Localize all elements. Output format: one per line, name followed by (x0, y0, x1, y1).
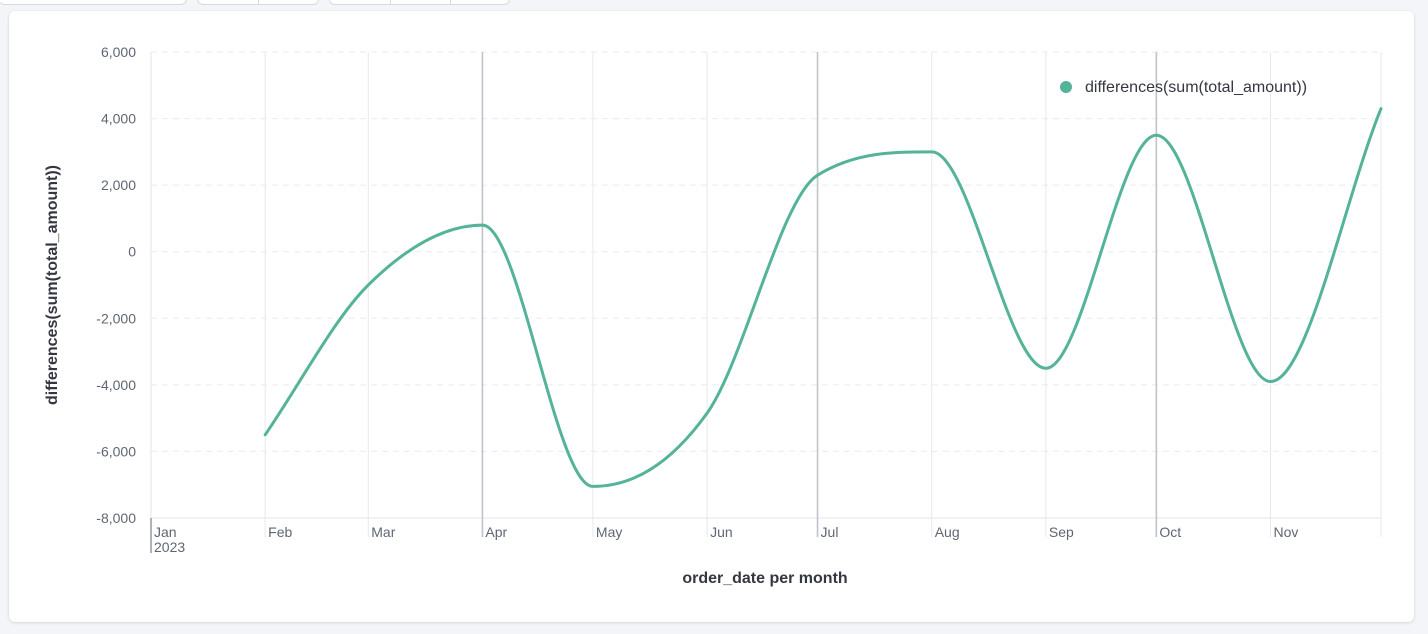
y-tick-label: -8,000 (96, 510, 136, 526)
line-chart: 6,000 4,000 2,000 0 -2,000 -4,000 -6,000 -8,000… (44, 44, 1383, 587)
toolbar-control-2[interactable] (197, 0, 319, 5)
x-tick-label: May (596, 524, 622, 540)
y-tick-label: -4,000 (96, 377, 136, 393)
legend[interactable]: differences(sum(total_amount)) (1060, 79, 1307, 96)
x-year-label: 2023 (154, 539, 185, 555)
chart-panel: 6,000 4,000 2,000 0 -2,000 -4,000 -6,000 -8,000… (9, 11, 1414, 622)
y-tick-label: 2,000 (101, 177, 136, 193)
series-line[interactable] (263, 107, 1383, 488)
x-tick-label: Sep (1049, 524, 1074, 540)
y-tick-label: 0 (128, 244, 136, 260)
x-gridlines (150, 52, 1382, 553)
legend-swatch-icon (1060, 81, 1072, 93)
y-axis-title: differences(sum(total_amount)) (44, 165, 61, 405)
toolbar-control-1[interactable] (0, 0, 187, 5)
x-tick-label: Aug (935, 524, 960, 540)
x-tick-label: Apr (485, 524, 507, 540)
y-tick-label: 6,000 (101, 44, 136, 60)
y-tick-label: -2,000 (96, 310, 136, 326)
x-tick-label: Jun (710, 524, 733, 540)
x-tick-label: Jan (154, 524, 177, 540)
x-tick-label: Jul (821, 524, 839, 540)
x-tick-label: Mar (371, 524, 395, 540)
y-tick-label: -6,000 (96, 443, 136, 459)
x-tick-label: Nov (1274, 524, 1299, 540)
y-tick-label: 4,000 (101, 111, 136, 127)
x-tick-label: Feb (268, 524, 292, 540)
x-tick-label: Oct (1159, 524, 1181, 540)
toolbar-control-3[interactable] (329, 0, 510, 5)
y-gridlines (150, 51, 1381, 519)
x-tick-labels: Jan Feb Mar Apr May Jun Jul Aug Sep Oct Nov 2023 (154, 524, 1298, 555)
series-layer (263, 107, 1383, 488)
legend-label: differences(sum(total_amount)) (1085, 79, 1307, 96)
y-tick-labels: 6,000 4,000 2,000 0 -2,000 -4,000 -6,000 -8,000 (96, 44, 136, 526)
x-axis-title: order_date per month (682, 570, 847, 587)
